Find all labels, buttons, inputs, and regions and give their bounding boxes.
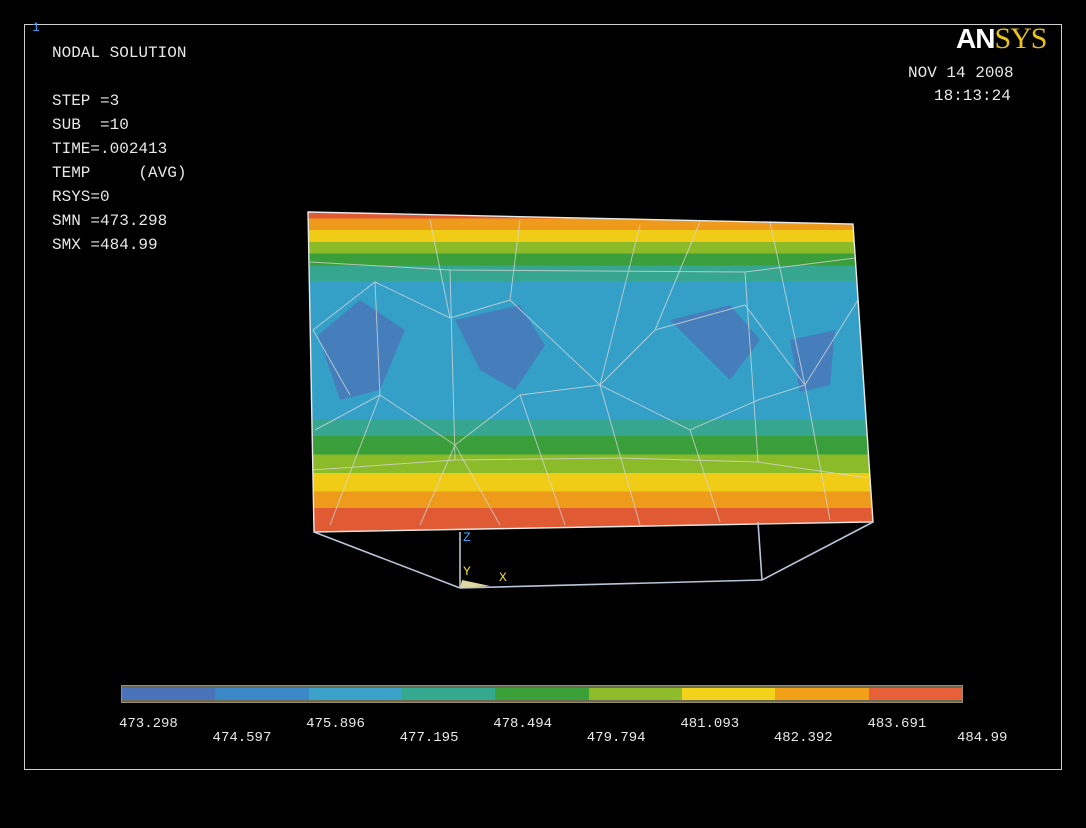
geometry-wireframe [313,521,874,589]
axis-x-label: X [499,570,507,585]
legend-value-0: 473.298 [119,716,178,732]
legend-band-6 [588,688,682,700]
sub-label: SUB =10 [52,116,129,134]
plot-time: 18:13:24 [934,87,1011,105]
legend-band-4 [401,688,496,700]
time-label: TIME=.002413 [52,140,168,158]
smn-label: SMN =473.298 [52,212,168,230]
legend-value-5: 479.794 [586,730,646,746]
legend-band-7 [681,688,776,700]
rsys-label: RSYS=0 [52,188,110,206]
axis-triad [460,580,490,588]
legend-value-6: 481.093 [680,716,740,732]
legend-value-7: 482.392 [773,730,833,746]
temperature-contour [308,212,873,532]
legend-band-8 [775,688,869,700]
legend-value-2: 475.896 [306,716,365,732]
plot-date: NOV 14 2008 [908,64,1014,82]
legend-band-9 [868,688,962,700]
axis-y-label: Y [463,564,471,579]
step-label: STEP =3 [52,92,120,110]
legend-band-2 [215,688,309,700]
legend-value-1: 474.597 [212,730,272,746]
legend-value-8: 483.691 [867,716,927,732]
plot-title: NODAL SOLUTION [52,44,187,62]
legend-value-3: 477.195 [399,730,459,746]
legend-value-4: 478.494 [493,716,553,732]
legend-band-1 [122,688,216,700]
legend-band-3 [308,688,402,700]
ansys-logo: ANSYS [956,22,1048,55]
legend-value-9: 484.99 [957,730,1008,746]
smx-label: SMX =484.99 [52,236,158,254]
color-legend-bar [121,685,963,703]
axis-z-label: Z [463,530,471,545]
axis-triad-marker [460,580,490,588]
mesh-lines [309,219,869,526]
legend-band-5 [495,688,589,700]
window-number: 1 [32,20,40,35]
graphics-window[interactable] [24,24,1062,770]
temp-label: TEMP (AVG) [52,164,187,182]
